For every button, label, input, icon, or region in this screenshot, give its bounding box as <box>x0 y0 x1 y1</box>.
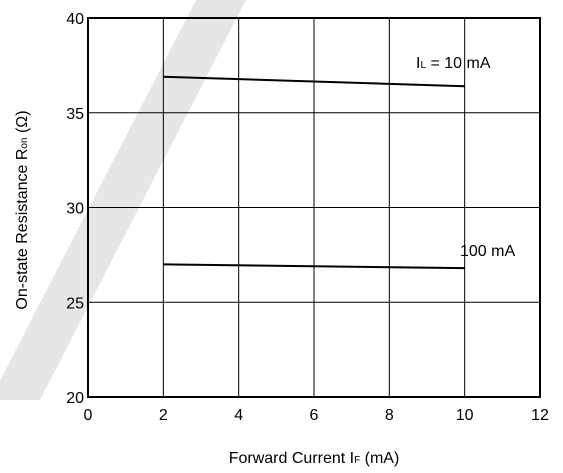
x-tick-label: 0 <box>84 407 93 424</box>
series-label: 100 mA <box>460 243 515 260</box>
x-tick-label: 6 <box>310 407 319 424</box>
y-tick-label: 20 <box>66 390 84 407</box>
series-label: IL = 10 mA <box>416 55 491 72</box>
x-tick-labels: 0 2 4 6 8 10 12 <box>84 407 549 424</box>
x-tick-label: 10 <box>456 407 474 424</box>
y-tick-label: 25 <box>66 295 84 312</box>
x-tick-label: 4 <box>234 407 243 424</box>
x-tick-label: 12 <box>531 407 549 424</box>
x-tick-label: 2 <box>159 407 168 424</box>
x-tick-label: 8 <box>385 407 394 424</box>
watermark <box>0 0 246 410</box>
x-axis-label: Forward Current IF (mA) <box>229 450 400 467</box>
y-tick-label: 35 <box>66 106 84 123</box>
grid <box>88 18 540 397</box>
y-axis-label: On-state Resistance Ron (Ω) <box>14 110 31 309</box>
y-tick-labels: 20 25 30 35 40 <box>66 11 84 407</box>
y-tick-label: 40 <box>66 11 84 28</box>
y-tick-label: 30 <box>66 201 84 218</box>
